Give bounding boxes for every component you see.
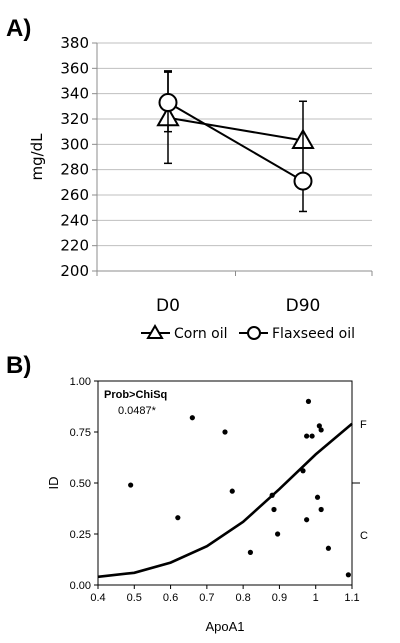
panel-b-tick-labels: 0.4 0.5 0.6 0.7 0.8 0.9 1 1.1 0.00 0.25 0.50 0.75 1.…: [70, 376, 368, 604]
panel-a-x-category-labels: D0 D90: [156, 296, 320, 316]
panel-b-point: [304, 517, 310, 523]
panel-b-x-tick-label: 1: [313, 592, 319, 604]
panel-a-series-line: [167, 101, 304, 182]
panel-b-point: [275, 531, 281, 537]
panel-b-annotation-value: 0.0487*: [118, 405, 157, 417]
panel-a-series-corn-oil: [156, 70, 315, 165]
panel-b-y-tick-label: 0.75: [70, 427, 91, 439]
panel-b-y-axis-label: ID: [46, 477, 61, 490]
panel-b-x-tick-label: 0.7: [199, 592, 214, 604]
panel-b-annotation-title: Prob>ChiSq: [104, 389, 167, 401]
panel-b-point: [345, 572, 351, 578]
panel-b-point: [175, 515, 181, 521]
panel-a-y-tick-label: 320: [60, 110, 89, 128]
panel-a-legend: Corn oil Flaxseed oil: [141, 324, 355, 342]
panel-b-point: [189, 415, 195, 421]
panel-b-y-tick-label: 0.50: [70, 478, 91, 490]
legend-label: Flaxseed oil: [272, 326, 355, 342]
legend-entry-corn-oil: Corn oil: [141, 324, 228, 342]
panel-a-y-tick-label: 200: [60, 262, 89, 280]
panel-a-y-tick-label: 240: [60, 211, 89, 229]
panel-b-point: [314, 494, 321, 500]
panel-b-right-label: F: [360, 419, 367, 431]
panel-a-y-tick-label: 280: [60, 161, 89, 179]
legend-marker-circle: [247, 326, 261, 340]
panel-a-y-tick-label: 220: [60, 237, 89, 255]
panel-a-marker-circle: [158, 93, 178, 113]
panel-a-y-tick-label: 360: [60, 59, 89, 77]
panel-b-y-tick-label: 1.00: [70, 376, 91, 388]
panel-a-gridlines: [92, 42, 373, 276]
panel-b-y-tick-label: 0.00: [70, 580, 91, 592]
panel-a-label: A): [6, 15, 31, 42]
panel-a-y-tick-label: 300: [60, 135, 89, 153]
panel-a-y-tick-label: 260: [60, 186, 89, 204]
panel-b-point: [304, 433, 310, 439]
panel-b-x-tick-label: 1.1: [344, 592, 359, 604]
panel-a-marker-circle: [293, 171, 313, 191]
panel-b-x-tick-label: 0.8: [235, 592, 250, 604]
panel-b-right-label: C: [360, 530, 368, 542]
panel-a-series: [156, 70, 315, 213]
panel-b-fit-curve: [97, 422, 353, 579]
panel-b-x-tick-label: 0.9: [272, 592, 287, 604]
panel-b-point: [229, 488, 235, 494]
panel-b-point: [271, 506, 277, 513]
panel-b-point: [128, 482, 134, 488]
panel-b-x-tick-label: 0.5: [127, 592, 142, 604]
panel-b-x-axis-label: ApoA1: [205, 619, 244, 634]
legend-label: Corn oil: [174, 326, 228, 342]
panel-b: B) 0.4 0.5 0.6 0.7 0.8 0.9 1 1.1 0.00 0.25 0.50 0.7…: [6, 352, 368, 634]
panel-b-x-tick-label: 0.4: [90, 592, 105, 604]
panel-b-point: [318, 427, 324, 433]
panel-b-points: [128, 398, 351, 578]
panel-b-y-tick-label: 0.25: [70, 529, 91, 541]
legend-entry-flaxseed-oil: Flaxseed oil: [239, 326, 355, 342]
panel-b-x-tick-label: 0.6: [163, 592, 178, 604]
panel-a-y-tick-labels: 200 220 240 260 280 300 320 340 360 380: [60, 34, 89, 280]
panel-a-y-tick-label: 380: [60, 34, 89, 52]
panel-b-point: [305, 398, 312, 404]
panel-b-point: [325, 545, 332, 551]
panel-b-point: [318, 506, 324, 513]
panel-a-y-tick-label: 340: [60, 85, 89, 103]
panel-a-series-line: [167, 116, 304, 142]
panel-b-point: [222, 429, 228, 435]
panel-a-y-axis-label: mg/dL: [28, 133, 46, 181]
panel-b-point: [316, 423, 322, 429]
panel-b-axes: [94, 380, 360, 589]
legend-marker-triangle: [146, 324, 164, 339]
panel-b-label: B): [6, 352, 31, 379]
panel-b-point: [309, 433, 315, 439]
panel-a-category-label: D90: [286, 296, 321, 316]
panel-b-point: [247, 549, 253, 555]
panel-a-series-flaxseed-oil: [158, 71, 313, 213]
panel-a-category-label: D0: [156, 296, 180, 316]
